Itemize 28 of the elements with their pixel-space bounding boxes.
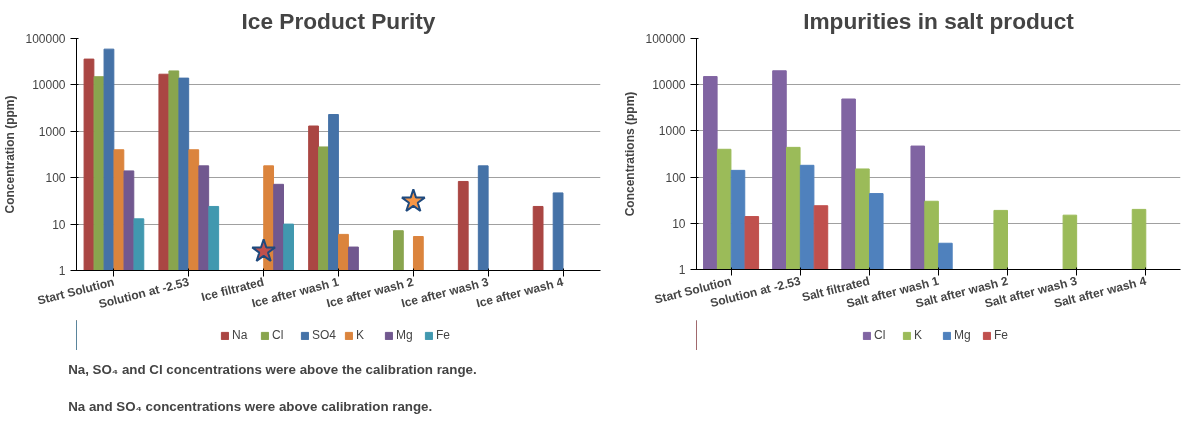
legend-label: Mg: [396, 328, 414, 342]
legend-label: Cl: [874, 328, 887, 342]
y-axis-title: Concentrations (ppm): [623, 91, 638, 217]
chart-title: Ice Product Purity: [241, 7, 436, 34]
legend-label: Na: [231, 328, 249, 342]
y-tick-label: 10: [672, 216, 686, 231]
legend-label: K: [356, 328, 365, 342]
legend-label: Fe: [436, 328, 451, 342]
y-tick-label: 1: [678, 263, 686, 277]
y-tick-label: 100000: [645, 32, 686, 46]
legend-label: Cl: [271, 328, 285, 342]
text: Na, SO₄ and Cl concentrations were above the calibration range.: [68, 361, 477, 377]
y-tick-label: 100: [45, 171, 66, 186]
y-tick-label: 10: [52, 217, 66, 232]
y-tick-label: 100: [665, 170, 686, 185]
legend-label: Mg: [954, 328, 972, 342]
y-tick-label: 1000: [38, 124, 66, 139]
chart-title: Impurities in salt product: [803, 7, 1075, 34]
y-tick-label: 10000: [32, 78, 66, 93]
text: Na and SO₄ concentrations were above calibration range.: [68, 399, 433, 415]
y-tick-label: 10000: [652, 78, 686, 93]
y-tick-label: 1000: [658, 124, 686, 139]
y-tick-label: 100000: [25, 32, 66, 46]
y-tick-label: 1: [58, 264, 66, 278]
y-axis-title: Concentration (ppm): [3, 95, 18, 214]
legend-label: K: [914, 328, 923, 342]
legend-label: SO4: [311, 328, 337, 342]
legend-label: Fe: [994, 328, 1009, 342]
